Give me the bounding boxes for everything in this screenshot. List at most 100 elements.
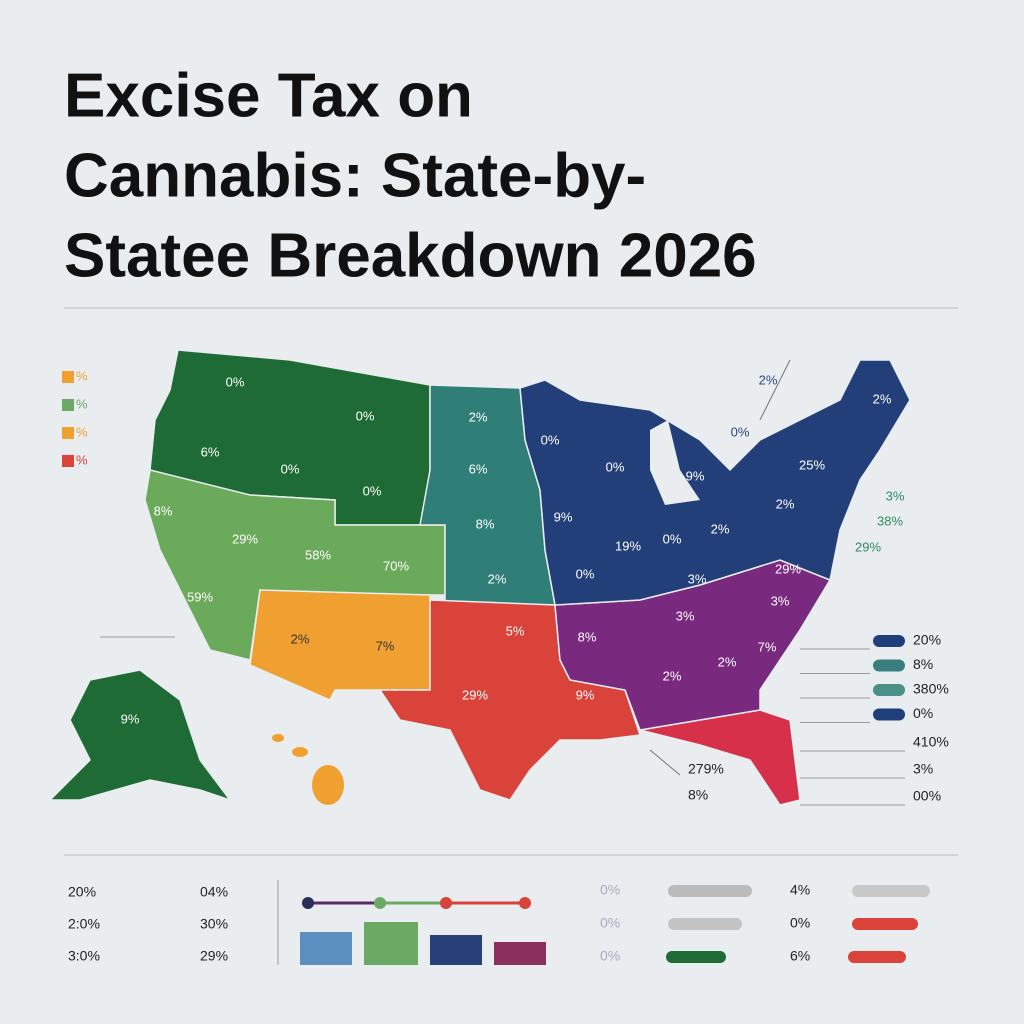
slider-dot [440,897,452,909]
map-label: 6% [469,461,488,476]
leader-line [649,749,681,776]
map-label: 19% [615,538,641,553]
map-label: 58% [305,547,331,562]
map-label: 8% [154,503,173,518]
bar [364,922,418,965]
map-label: 2% [873,391,892,406]
bar [300,932,352,965]
map-label: 7% [376,638,395,653]
legend-pill [873,659,905,672]
bar-label: 0% [790,915,810,931]
map-label: 3% [688,571,707,586]
map-label: 70% [383,558,409,573]
pill [852,885,930,897]
map-callout: 2% [759,372,778,387]
map-callout: 29% [855,539,881,554]
slider-dot [374,897,386,909]
bar-label: 0% [600,882,620,898]
map-label: 3% [771,593,790,608]
pill [666,951,726,963]
slider-dot [302,897,314,909]
map-label: 9% [121,711,140,726]
map-label: 0% [663,531,682,546]
map-label: 0% [606,459,625,474]
pill [668,918,742,930]
side-legend-label: 3% [913,761,933,777]
legend-swatch [62,371,74,383]
map-label: 29% [232,531,258,546]
legend-label: % [76,396,88,411]
map-label: 2% [469,409,488,424]
map-label: 7% [758,639,777,654]
table-cell: 29% [200,948,228,964]
bar-label: 4% [790,882,810,898]
callout: 279% [688,761,724,777]
pill [848,951,906,963]
table-cell: 04% [200,884,228,900]
bar [430,935,482,965]
side-legend-label: 8% [913,656,933,672]
table-cell: 20% [68,884,96,900]
region-alaska [48,669,233,802]
side-legend-label: 20% [913,632,941,648]
map-label: 6% [201,444,220,459]
map-label: 9% [554,509,573,524]
map-label: 2% [711,521,730,536]
legend-label: % [76,424,88,439]
map-label: 0% [541,432,560,447]
map-callout: 0% [731,424,750,439]
map-callout: 3% [886,488,905,503]
map-label: 2% [663,668,682,683]
side-legend-label: 0% [913,705,933,721]
map-label: 0% [226,374,245,389]
map-label: 0% [363,483,382,498]
map-label: 9% [576,687,595,702]
island [312,765,344,805]
map-label: 2% [488,571,507,586]
map-label: 0% [576,566,595,581]
island [272,734,284,742]
pill [852,918,918,930]
table-cell: 2:0% [68,916,100,932]
map [48,349,911,806]
legend-swatch [62,427,74,439]
map-label: 9% [686,468,705,483]
map-label: 3% [676,608,695,623]
bar [494,942,546,965]
region-southwest [249,589,431,701]
map-label: 29% [775,561,801,576]
map-label: 2% [718,654,737,669]
side-legend-label: 380% [913,681,949,697]
map-label: 8% [476,516,495,531]
bar-label: 0% [600,915,620,931]
table-cell: 3:0% [68,948,100,964]
map-label: 0% [281,461,300,476]
legend-label: % [76,452,88,467]
lake [650,420,700,505]
title-line: Cannabis: State-by- [64,141,646,210]
slider-dot [519,897,531,909]
legend-pill [873,635,905,647]
callout: 8% [688,787,708,803]
bar-label: 0% [600,948,620,964]
map-label: 59% [187,589,213,604]
map-label: 25% [799,457,825,472]
side-legend-label: 410% [913,734,949,750]
map-label: 5% [506,623,525,638]
map-label: 2% [291,631,310,646]
title-line: Statee Breakdown 2026 [64,221,757,290]
pill [668,885,752,897]
map-label: 29% [462,687,488,702]
title-line: Excise Tax on [64,61,473,130]
legend-swatch [62,455,74,467]
region-midwest-northeast [519,359,911,606]
bar-label: 6% [790,948,810,964]
legend-pill [873,708,905,721]
map-label: 2% [776,496,795,511]
table-cell: 30% [200,916,228,932]
island [292,747,308,757]
legend-pill [873,684,905,696]
map-label: 0% [356,408,375,423]
legend-label: % [76,368,88,383]
